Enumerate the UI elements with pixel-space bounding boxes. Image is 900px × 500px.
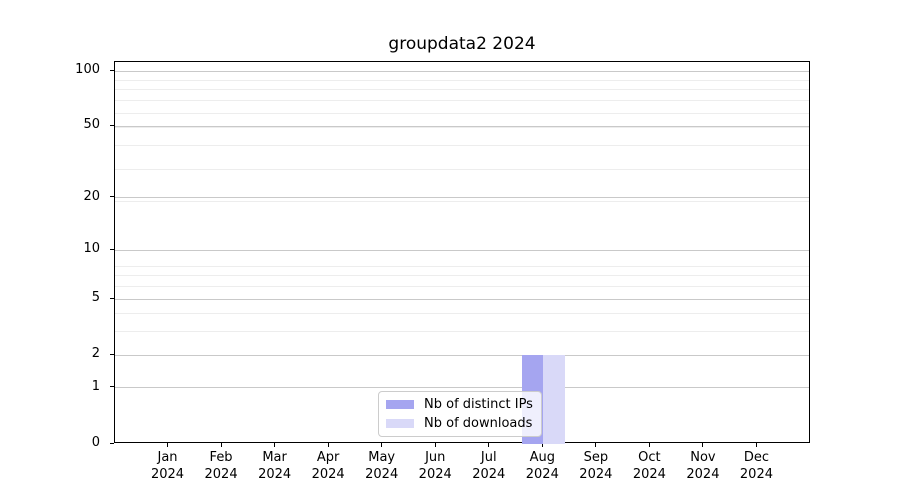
- x-tick-label: Oct 2024: [617, 449, 681, 483]
- x-tick-year: 2024: [365, 467, 399, 482]
- x-tick-month: May: [368, 450, 396, 465]
- gridline-minor: [115, 168, 809, 170]
- x-axis-tick: [541, 443, 543, 447]
- x-tick-month: Nov: [690, 450, 716, 465]
- bar-nb-of-downloads: [543, 355, 565, 444]
- x-axis-tick: [434, 443, 436, 447]
- x-tick-month: Apr: [316, 450, 340, 465]
- y-axis-tick: [110, 353, 114, 355]
- x-tick-label: Sep 2024: [564, 449, 628, 483]
- gridline-major: [115, 387, 809, 389]
- x-tick-year: 2024: [525, 467, 559, 482]
- x-tick-label: Jul 2024: [457, 449, 521, 483]
- x-axis-tick: [220, 443, 222, 447]
- gridline-major: [115, 70, 809, 72]
- x-axis-tick: [274, 443, 276, 447]
- y-axis-tick: [110, 386, 114, 388]
- x-tick-label: Aug 2024: [510, 449, 574, 483]
- plot-area: [114, 61, 810, 444]
- x-axis-tick: [648, 443, 650, 447]
- x-tick-month: Aug: [529, 450, 555, 465]
- x-tick-month: Jun: [425, 450, 446, 465]
- chart-title: groupdata2 2024: [388, 34, 536, 54]
- y-tick-label: 50: [83, 117, 100, 133]
- gridline-major: [115, 298, 809, 300]
- x-tick-year: 2024: [472, 467, 506, 482]
- x-tick-month: Feb: [209, 450, 233, 465]
- x-tick-year: 2024: [311, 467, 345, 482]
- x-tick-label: Apr 2024: [296, 449, 360, 483]
- y-tick-label: 1: [91, 378, 100, 394]
- y-axis-tick: [110, 69, 114, 71]
- x-tick-month: Mar: [262, 450, 287, 465]
- y-axis-tick: [110, 196, 114, 198]
- x-tick-year: 2024: [686, 467, 720, 482]
- x-tick-label: Feb 2024: [189, 449, 253, 483]
- x-tick-label: Mar 2024: [243, 449, 307, 483]
- x-axis-tick: [702, 443, 704, 447]
- distinct-ips-swatch-icon: [386, 400, 414, 409]
- x-tick-year: 2024: [632, 467, 666, 482]
- gridline-minor: [115, 201, 809, 203]
- legend-label: Nb of distinct IPs: [424, 397, 533, 412]
- downloads-swatch-icon: [386, 419, 414, 428]
- legend: Nb of distinct IPs Nb of downloads: [378, 391, 542, 437]
- y-axis-tick: [110, 442, 114, 444]
- x-axis-tick: [595, 443, 597, 447]
- x-axis-tick: [755, 443, 757, 447]
- gridline-minor: [115, 89, 809, 91]
- y-tick-label: 100: [75, 62, 100, 78]
- x-tick-label: Jan 2024: [136, 449, 200, 483]
- y-axis-tick: [110, 124, 114, 126]
- x-tick-year: 2024: [418, 467, 452, 482]
- x-tick-year: 2024: [579, 467, 613, 482]
- x-tick-year: 2024: [258, 467, 292, 482]
- legend-item-downloads: Nb of downloads: [379, 416, 541, 431]
- x-tick-month: Sep: [583, 450, 609, 465]
- y-tick-label: 5: [91, 290, 100, 306]
- x-tick-label: May 2024: [350, 449, 414, 483]
- x-tick-label: Nov 2024: [671, 449, 735, 483]
- x-tick-year: 2024: [150, 467, 185, 482]
- gridline-minor: [115, 275, 809, 277]
- y-tick-label: 20: [83, 188, 100, 204]
- y-axis-tick: [110, 248, 114, 250]
- x-tick-year: 2024: [204, 467, 238, 482]
- gridline-major: [115, 354, 809, 356]
- gridline-minor: [115, 313, 809, 315]
- x-tick-month: Oct: [638, 450, 661, 465]
- gridline-minor: [115, 127, 809, 129]
- x-axis-tick: [381, 443, 383, 447]
- x-tick-month: Jan: [157, 450, 178, 465]
- gridline-minor: [115, 145, 809, 147]
- gridline-minor: [115, 112, 809, 114]
- x-axis-tick: [488, 443, 490, 447]
- y-tick-label: 10: [83, 241, 100, 257]
- x-tick-label: Jun 2024: [403, 449, 467, 483]
- y-tick-label: 2: [91, 346, 100, 362]
- x-axis-tick: [167, 443, 169, 447]
- gridline-major: [115, 249, 809, 251]
- gridline-major: [115, 125, 809, 127]
- x-axis-tick: [327, 443, 329, 447]
- gridline-major: [115, 197, 809, 199]
- y-axis-tick: [110, 297, 114, 299]
- gridline-minor: [115, 79, 809, 81]
- gridline-minor: [115, 265, 809, 267]
- x-tick-label: Dec 2024: [724, 449, 788, 483]
- gridline-minor: [115, 331, 809, 333]
- gridline-minor: [115, 100, 809, 102]
- legend-label: Nb of downloads: [424, 416, 533, 431]
- x-tick-year: 2024: [739, 467, 773, 482]
- legend-item-distinct-ips: Nb of distinct IPs: [379, 397, 541, 412]
- x-tick-month: Jul: [480, 450, 497, 465]
- x-tick-month: Dec: [743, 450, 770, 465]
- y-tick-label: 0: [91, 435, 100, 450]
- gridline-minor: [115, 286, 809, 288]
